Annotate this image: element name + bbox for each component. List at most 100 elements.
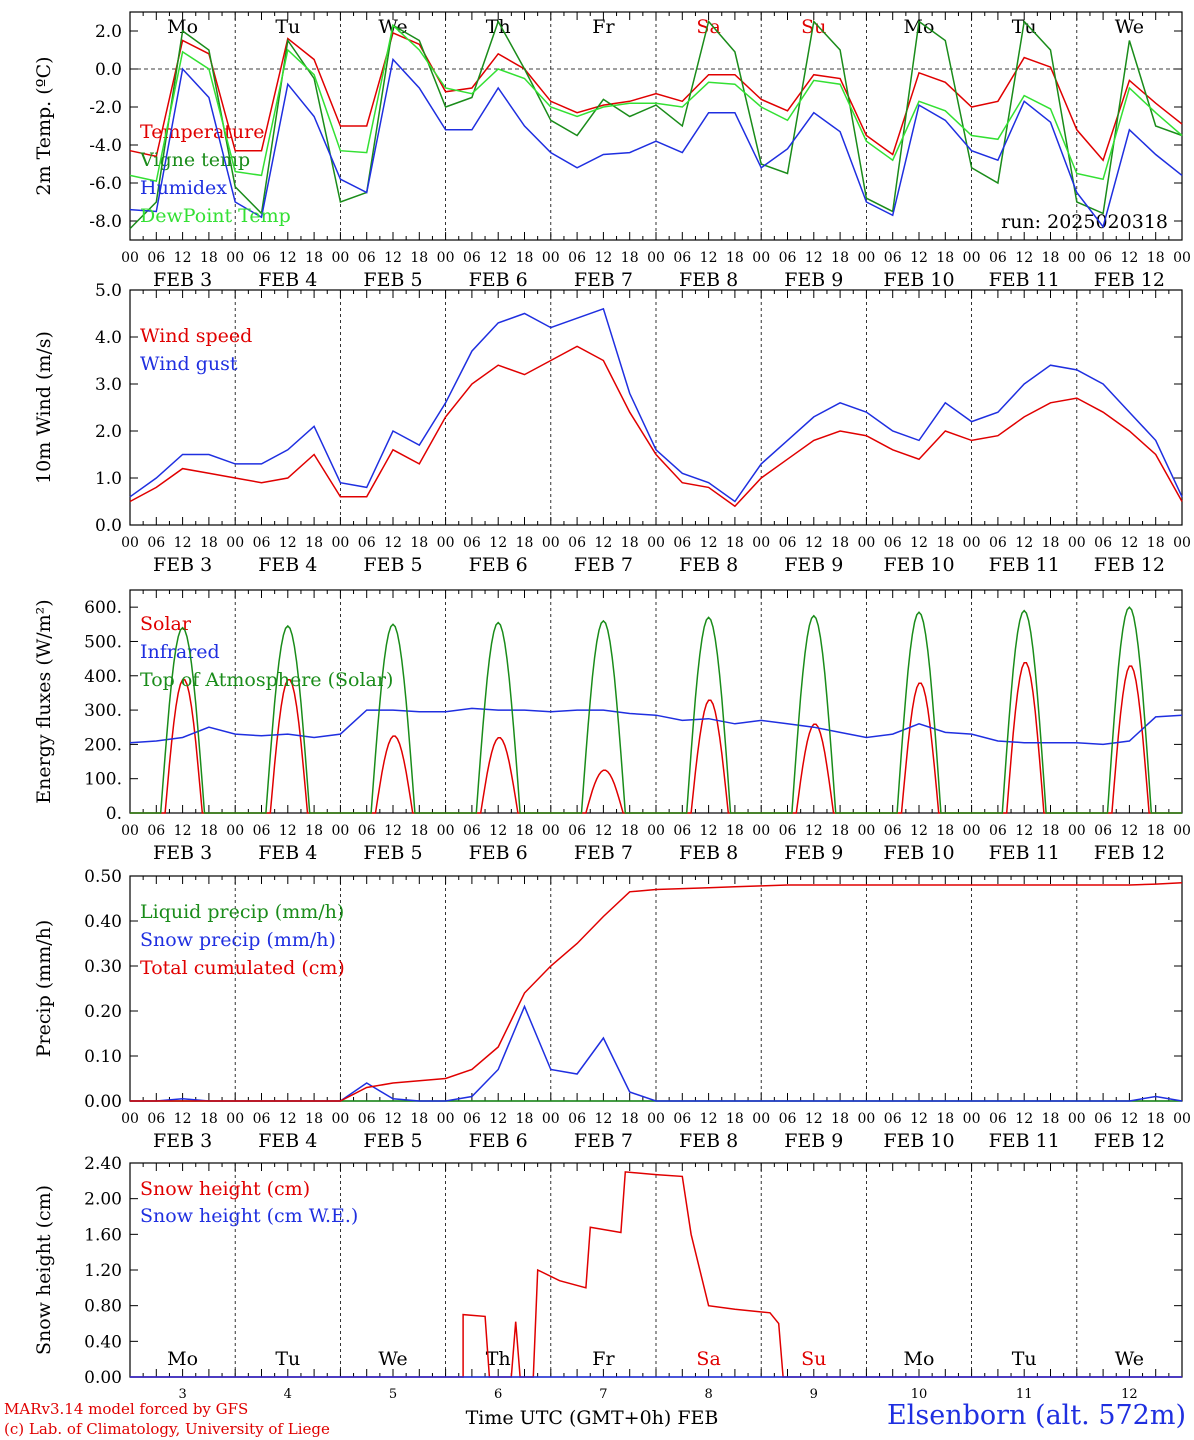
x-hour-label: 06	[463, 1111, 481, 1127]
x-hour-label: 12	[1015, 1111, 1033, 1127]
copyright-credit: (c) Lab. of Climatology, University of L…	[4, 1420, 330, 1438]
x-hour-label: 12	[910, 823, 928, 839]
x-hour-label: 12	[489, 1111, 507, 1127]
x-hour-label: 18	[1042, 535, 1060, 551]
y-axis-label: Energy fluxes (W/m²)	[33, 599, 55, 803]
x-hour-label: 18	[1042, 823, 1060, 839]
x-hour-label: 12	[700, 823, 718, 839]
x-hour-label: 12	[594, 535, 612, 551]
series-line-infrared	[129, 707, 1183, 746]
x-date-label: FEB 4	[258, 554, 317, 576]
x-hour-label: 00	[226, 823, 244, 839]
x-hour-label: 18	[410, 823, 428, 839]
x-hour-label: 18	[516, 535, 534, 551]
x-hour-label: 00	[963, 1111, 981, 1127]
y-tick-label: 0.10	[84, 1047, 122, 1067]
day-name-label: Tu	[275, 16, 300, 38]
x-hour-label: 00	[542, 250, 560, 266]
series-line-total-cumulated-cm-	[130, 882, 1183, 1102]
x-hour-label: 06	[673, 250, 691, 266]
x-hour-label: 12	[805, 250, 823, 266]
y-tick-label: -4.0	[89, 136, 122, 156]
day-name-label: We	[1115, 16, 1144, 38]
x-hour-label: 00	[647, 250, 665, 266]
x-hour-label: 06	[989, 1111, 1007, 1127]
x-date-label: FEB 10	[883, 269, 954, 291]
x-hour-label: 18	[726, 535, 744, 551]
x-hour-label: 18	[516, 250, 534, 266]
series-line-wind-speed	[129, 345, 1183, 508]
day-name-label: Fr	[592, 16, 615, 38]
day-name-label: Mo	[904, 1348, 935, 1370]
panel-1: 2.0 0.0 -2.0 -4.0 -6.0 -8.0 2m Temp. (ºC) 00 06 1…	[33, 11, 1191, 291]
y-tick-label: 0.0	[95, 60, 122, 80]
x-hour-label: 18	[936, 535, 954, 551]
y-tick-label: 0.80	[84, 1297, 122, 1317]
legend-entry: Solar	[140, 613, 192, 635]
legend-entry: Snow height (cm)	[140, 1178, 310, 1200]
x-hour-label: 18	[200, 1111, 218, 1127]
day-name-label: Tu	[275, 1348, 300, 1370]
x-hour-label: 06	[1094, 250, 1112, 266]
x-date-label: FEB 4	[258, 1130, 317, 1152]
x-hour-label: 06	[147, 250, 165, 266]
x-hour-label: 12	[174, 250, 192, 266]
x-hour-label: 06	[1094, 1111, 1112, 1127]
day-name-label: Su	[801, 1348, 826, 1370]
x-hour-label: 00	[437, 250, 455, 266]
x-hour-label: 18	[621, 250, 639, 266]
x-hour-label: 12	[279, 1111, 297, 1127]
x-hour-label: 18	[621, 1111, 639, 1127]
x-hour-label: 18	[200, 250, 218, 266]
x-date-label: FEB 6	[469, 269, 528, 291]
x-date-number: 5	[389, 1387, 397, 1402]
x-hour-label: 00	[857, 823, 875, 839]
x-hour-label: 18	[1147, 1111, 1165, 1127]
x-date-label: FEB 11	[989, 269, 1060, 291]
day-name-label: Su	[801, 16, 826, 38]
x-hour-label: 06	[884, 250, 902, 266]
x-hour-label: 00	[752, 250, 770, 266]
x-hour-label: 06	[568, 535, 586, 551]
x-hour-label: 12	[489, 535, 507, 551]
x-hour-label: 18	[831, 535, 849, 551]
x-hour-label: 18	[410, 1111, 428, 1127]
x-hour-label: 06	[358, 250, 376, 266]
day-name-label: Fr	[592, 1348, 615, 1370]
x-hour-label: 12	[174, 823, 192, 839]
x-hour-label: 06	[358, 535, 376, 551]
x-hour-label: 18	[200, 535, 218, 551]
x-hour-label: 00	[647, 1111, 665, 1127]
x-hour-label: 00	[542, 535, 560, 551]
x-date-label: FEB 5	[363, 842, 422, 864]
x-hour-label: 00	[963, 535, 981, 551]
x-hour-label: 00	[331, 535, 349, 551]
x-hour-label: 12	[279, 823, 297, 839]
legend-entry: Wind speed	[140, 325, 252, 347]
y-tick-label: 1.20	[84, 1261, 122, 1281]
series-line-humidex	[129, 57, 1183, 229]
x-date-number: 8	[704, 1387, 712, 1402]
x-date-number: 9	[810, 1387, 818, 1402]
y-tick-label: 0.50	[84, 867, 122, 887]
x-hour-label: 06	[673, 1111, 691, 1127]
x-hour-label: 06	[568, 823, 586, 839]
x-hour-label: 12	[384, 1111, 402, 1127]
day-name-label: We	[378, 1348, 407, 1370]
y-tick-label: 0.20	[84, 1002, 122, 1022]
x-date-label: FEB 7	[574, 269, 633, 291]
x-hour-label: 12	[489, 823, 507, 839]
y-tick-label: 2.40	[84, 1154, 122, 1174]
y-tick-label: 4.0	[95, 328, 122, 348]
x-hour-label: 00	[1173, 1111, 1191, 1127]
x-hour-label: 06	[1094, 535, 1112, 551]
x-hour-label: 12	[700, 1111, 718, 1127]
x-hour-label: 06	[568, 1111, 586, 1127]
x-hour-label: 06	[358, 823, 376, 839]
panel-3: 0. 100. 200. 300. 400. 500. 600. Energy fluxes …	[33, 589, 1191, 864]
x-hour-label: 06	[358, 1111, 376, 1127]
x-hour-label: 12	[594, 1111, 612, 1127]
y-tick-label: -8.0	[89, 212, 122, 232]
x-hour-label: 18	[305, 250, 323, 266]
